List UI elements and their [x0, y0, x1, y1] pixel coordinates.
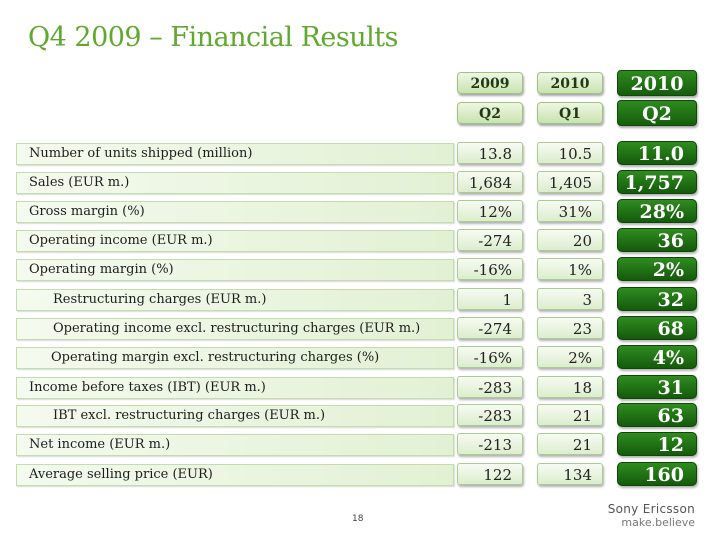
value-2010-q1: 20	[537, 229, 603, 251]
row-label: Net income (EUR m.)	[16, 434, 454, 456]
col2-quarter-header: Q1	[537, 102, 603, 124]
value-2010-q1: 18	[537, 376, 603, 398]
value-2009-q2: -16%	[457, 346, 523, 368]
value-2010-q1: 31%	[537, 200, 603, 222]
row-label: Gross margin (%)	[16, 201, 454, 223]
value-2010-q2: 12	[617, 432, 697, 456]
value-2009-q2: 13.8	[457, 142, 523, 164]
value-2010-q2: 63	[617, 403, 697, 427]
row-label: Operating income excl. restructuring cha…	[16, 318, 454, 340]
value-2010-q2: 31	[617, 375, 697, 399]
value-2009-q2: 12%	[457, 200, 523, 222]
value-2010-q1: 10.5	[537, 142, 603, 164]
value-2010-q1: 23	[537, 317, 603, 339]
table-row: Number of units shipped (million) 13.8 10.…	[16, 141, 698, 166]
table-row: Restructuring charges (EUR m.) 1 3 32	[16, 287, 698, 312]
table-row: Gross margin (%) 12% 31% 28%	[16, 199, 698, 224]
page-title: Q4 2009 – Financial Results	[28, 22, 398, 53]
table-row: IBT excl. restructuring charges (EUR m.)…	[16, 403, 698, 428]
table-row: Average selling price (EUR) 122 134 160	[16, 462, 698, 487]
row-label: Average selling price (EUR)	[16, 464, 454, 486]
value-2010-q1: 1,405	[537, 171, 603, 193]
row-label: Operating income (EUR m.)	[16, 230, 454, 252]
row-label: Operating margin excl. restructuring cha…	[16, 347, 454, 369]
value-2010-q2: 2%	[617, 257, 697, 281]
value-2009-q2: -274	[457, 229, 523, 251]
value-2010-q2: 68	[617, 316, 697, 340]
logo-brand: Sony Ericsson	[607, 502, 695, 516]
value-2010-q1: 21	[537, 433, 603, 455]
row-label: Income before taxes (IBT) (EUR m.)	[16, 377, 454, 399]
value-2010-q1: 21	[537, 404, 603, 426]
table-row: Income before taxes (IBT) (EUR m.) -283 18…	[16, 375, 698, 400]
value-2010-q2: 11.0	[617, 141, 697, 165]
table-row: Operating income (EUR m.) -274 20 36	[16, 228, 698, 253]
value-2010-q1: 2%	[537, 346, 603, 368]
sony-ericsson-logo: Sony Ericsson make.believe	[608, 502, 695, 529]
value-2010-q2: 28%	[617, 199, 697, 223]
value-2009-q2: 1,684	[457, 171, 523, 193]
value-2009-q2: -213	[457, 433, 523, 455]
col2-year-header: 2010	[537, 72, 603, 94]
row-label: IBT excl. restructuring charges (EUR m.)	[16, 405, 454, 427]
value-2010-q2: 160	[617, 462, 697, 486]
value-2010-q1: 1%	[537, 258, 603, 280]
value-2009-q2: -274	[457, 317, 523, 339]
value-2010-q1: 134	[537, 463, 603, 485]
logo-tagline: make.believe	[621, 516, 695, 529]
value-2010-q2: 1,757	[617, 170, 697, 194]
page-number: 18	[352, 514, 364, 524]
value-2010-q1: 3	[537, 288, 603, 310]
table-row: Operating income excl. restructuring cha…	[16, 316, 698, 341]
value-2010-q2: 36	[617, 228, 697, 252]
row-label: Restructuring charges (EUR m.)	[16, 289, 454, 311]
value-2009-q2: 1	[457, 288, 523, 310]
col3-quarter-header: Q2	[617, 100, 697, 126]
value-2010-q2: 4%	[617, 345, 697, 369]
col1-quarter-header: Q2	[457, 102, 523, 124]
table-row: Operating margin excl. restructuring cha…	[16, 345, 698, 370]
value-2010-q2: 32	[617, 287, 697, 311]
value-2009-q2: -283	[457, 376, 523, 398]
col1-year-header: 2009	[457, 72, 523, 94]
table-row: Sales (EUR m.) 1,684 1,405 1,757	[16, 170, 698, 195]
row-label: Number of units shipped (million)	[16, 143, 454, 165]
row-label: Operating margin (%)	[16, 259, 454, 281]
col3-year-header: 2010	[617, 70, 697, 96]
table-row: Net income (EUR m.) -213 21 12	[16, 432, 698, 457]
value-2009-q2: -283	[457, 404, 523, 426]
row-label: Sales (EUR m.)	[16, 172, 454, 194]
value-2009-q2: 122	[457, 463, 523, 485]
table-row: Operating margin (%) -16% 1% 2%	[16, 257, 698, 282]
value-2009-q2: -16%	[457, 258, 523, 280]
